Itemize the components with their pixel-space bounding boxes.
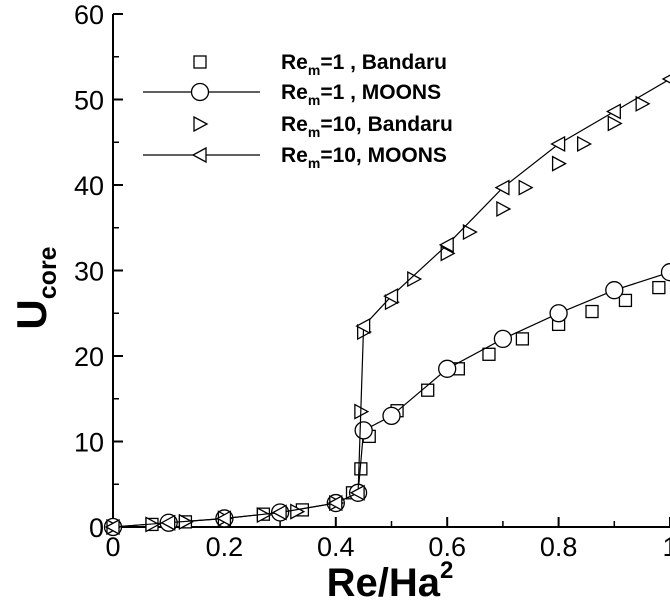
legend-label-base: Re — [281, 113, 308, 136]
data-point — [652, 280, 666, 295]
data-point — [104, 518, 120, 536]
series-4 — [104, 74, 670, 536]
series-1 — [106, 280, 666, 534]
data-point — [160, 514, 176, 531]
x-tick-label: 0.6 — [428, 532, 466, 562]
plot-area — [103, 74, 670, 537]
data-point — [605, 103, 621, 120]
data-point — [549, 304, 568, 323]
y-ticks: 0 10 20 30 40 50 60 — [74, 0, 123, 543]
x-tick-label: 1 — [662, 532, 670, 562]
x-tick-label: 0.8 — [540, 532, 578, 562]
legend-marker — [193, 55, 207, 69]
data-point — [382, 406, 401, 426]
legend-label-base: Re — [281, 51, 308, 74]
y-axis-title: Ucore — [8, 246, 62, 329]
data-point — [271, 504, 287, 521]
legend-marker — [190, 82, 210, 102]
legend-label-rest: =10, MOONS — [320, 144, 447, 167]
data-point — [327, 494, 343, 512]
data-point — [493, 329, 513, 349]
data-point — [577, 135, 593, 153]
data-point — [605, 281, 624, 300]
data-point — [440, 245, 456, 262]
legend-label-sub: m — [308, 155, 320, 171]
legend-label: Rem=1 , MOONS — [281, 81, 441, 108]
legend-label-base: Re — [281, 81, 308, 104]
legend-label-sub: m — [308, 92, 320, 108]
data-point — [482, 347, 496, 361]
y-tick-label: 0 — [89, 513, 104, 543]
y-tick-label: 10 — [74, 428, 104, 458]
data-point — [518, 179, 534, 196]
data-point — [216, 510, 232, 527]
x-ticks: 0 0.2 0.4 0.6 0.8 1 — [105, 517, 670, 562]
legend-label-rest: =1 , Bandaru — [320, 51, 447, 74]
x-axis-title-sup: 2 — [440, 557, 453, 584]
data-point — [607, 115, 623, 132]
legend-label: Rem=1 , Bandaru — [281, 51, 447, 78]
y-tick-label: 20 — [74, 342, 104, 372]
data-point — [355, 317, 371, 335]
data-point — [661, 74, 670, 84]
data-point — [438, 236, 454, 253]
x-tick-label: 0.2 — [206, 532, 244, 562]
x-tick-label: 0 — [105, 532, 120, 562]
legend-label-sub: m — [308, 124, 320, 140]
data-point — [462, 223, 478, 241]
data-point — [383, 288, 399, 305]
legend-label: Rem=10, MOONS — [281, 144, 447, 171]
legend-marker — [193, 115, 209, 133]
y-axis-title-base: U — [8, 299, 55, 329]
data-point — [290, 503, 306, 520]
legend-label: Rem=10, Bandaru — [281, 113, 453, 140]
y-axis-title-sub: core — [34, 246, 62, 299]
y-tick-label: 50 — [74, 86, 104, 116]
legend-label-rest: =10, Bandaru — [320, 113, 452, 136]
x-axis-title-base: Re/Ha — [327, 561, 441, 602]
legend-marker — [191, 146, 207, 164]
data-point — [494, 179, 510, 196]
y-tick-label: 30 — [74, 257, 104, 287]
data-point — [551, 155, 567, 172]
legend-label-base: Re — [281, 144, 308, 167]
x-axis-title: Re/Ha2 — [327, 557, 454, 602]
data-point — [618, 293, 633, 308]
data-point — [349, 484, 365, 501]
data-point — [515, 332, 530, 346]
data-point — [635, 95, 651, 112]
data-point — [660, 263, 670, 282]
y-tick-label: 40 — [74, 171, 104, 201]
data-point — [438, 359, 457, 378]
data-point — [585, 304, 599, 319]
data-point — [496, 200, 512, 218]
y-tick-label: 60 — [74, 0, 104, 30]
legend-label-rest: =1 , MOONS — [320, 81, 441, 104]
data-point — [354, 421, 373, 440]
legend-label-sub: m — [308, 62, 320, 78]
x-tick-label: 0.4 — [317, 532, 355, 562]
data-point — [550, 135, 566, 153]
